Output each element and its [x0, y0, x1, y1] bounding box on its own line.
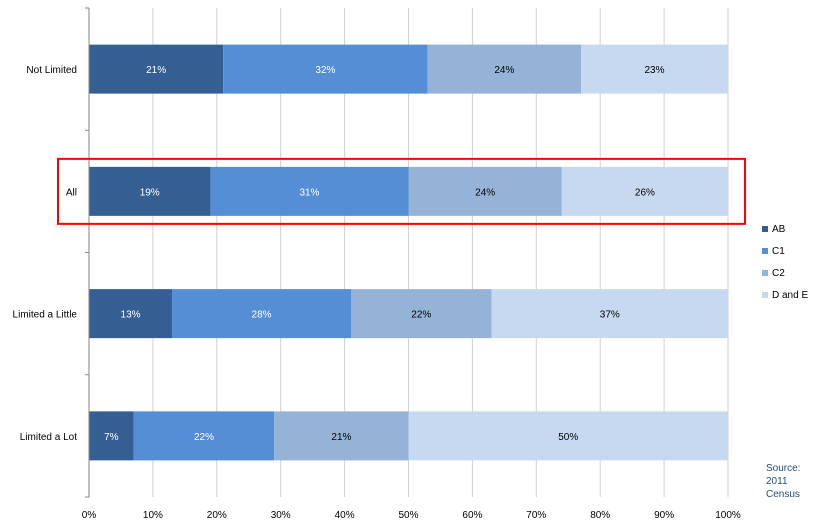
data-label: 19%: [140, 187, 160, 198]
legend-label: C2: [772, 268, 785, 279]
bar-segment: [274, 411, 409, 461]
source-note-line3: Census: [766, 489, 800, 500]
bar-segment: [491, 289, 728, 339]
data-label: 24%: [494, 65, 514, 76]
legend: AB C1 C2 D and E: [762, 224, 808, 301]
x-tick-label: 100%: [715, 510, 741, 521]
x-tick-label: 80%: [590, 510, 610, 521]
x-tick-label: 20%: [207, 510, 227, 521]
legend-swatch: [762, 226, 768, 232]
legend-swatch: [762, 270, 768, 276]
x-tick-label: 60%: [462, 510, 482, 521]
data-label: 23%: [645, 65, 665, 76]
data-label: 22%: [194, 432, 214, 443]
data-label: 37%: [600, 310, 620, 321]
bar-segment: [581, 44, 728, 94]
data-label: 26%: [635, 187, 655, 198]
bar-segment: [89, 411, 134, 461]
x-tick-label: 0%: [82, 510, 97, 521]
bar-segment: [427, 44, 582, 94]
data-label: 22%: [411, 310, 431, 321]
x-tick-label: 50%: [398, 510, 418, 521]
bar-segment: [350, 289, 492, 339]
bar-segment: [561, 166, 728, 216]
data-label: 32%: [315, 65, 335, 76]
legend-swatch: [762, 292, 768, 298]
highlight-box-layer: [57, 157, 746, 225]
bar-segment: [133, 411, 275, 461]
x-tick-label: 30%: [271, 510, 291, 521]
x-tick-label: 90%: [654, 510, 674, 521]
bar-segment: [210, 166, 409, 216]
data-label: 28%: [252, 310, 272, 321]
x-tick-label: 70%: [526, 510, 546, 521]
data-label: 21%: [146, 65, 166, 76]
data-label: 13%: [121, 310, 141, 321]
data-label: 7%: [104, 432, 119, 443]
x-tick-label: 40%: [335, 510, 355, 521]
legend-label: D and E: [772, 290, 808, 301]
bar-segment: [172, 289, 351, 339]
legend-swatch: [762, 248, 768, 254]
category-label: Limited a Little: [13, 310, 78, 321]
legend-label: C1: [772, 246, 785, 257]
source-note: Source: 2011 Census: [766, 462, 818, 501]
source-note-line2: 2011: [766, 476, 788, 487]
bar-segment: [408, 411, 728, 461]
category-label: All: [66, 187, 77, 198]
x-tick-label: 10%: [143, 510, 163, 521]
source-note-line1: Source:: [766, 463, 801, 474]
category-label: Not Limited: [26, 65, 77, 76]
bar-segment: [408, 166, 562, 216]
axes: 0% 10% 20% 30% 40% 50% 60% 70% 80% 90% 100% Not Lim…: [13, 7, 741, 521]
category-label: Limited a Lot: [20, 432, 77, 443]
bars: 21% 32% 24% 23% 19% 31% 24% 26% 13% 28% 22% 37% 7% 22…: [89, 44, 728, 461]
highlight-box: [57, 157, 746, 225]
data-label: 50%: [558, 432, 578, 443]
data-label: 21%: [331, 432, 351, 443]
bar-segment: [89, 166, 211, 216]
bar-segment: [223, 44, 428, 94]
legend-label: AB: [772, 224, 786, 235]
bar-segment: [89, 44, 224, 94]
data-label: 31%: [299, 187, 319, 198]
data-label: 24%: [475, 187, 495, 198]
bar-segment: [89, 289, 173, 339]
